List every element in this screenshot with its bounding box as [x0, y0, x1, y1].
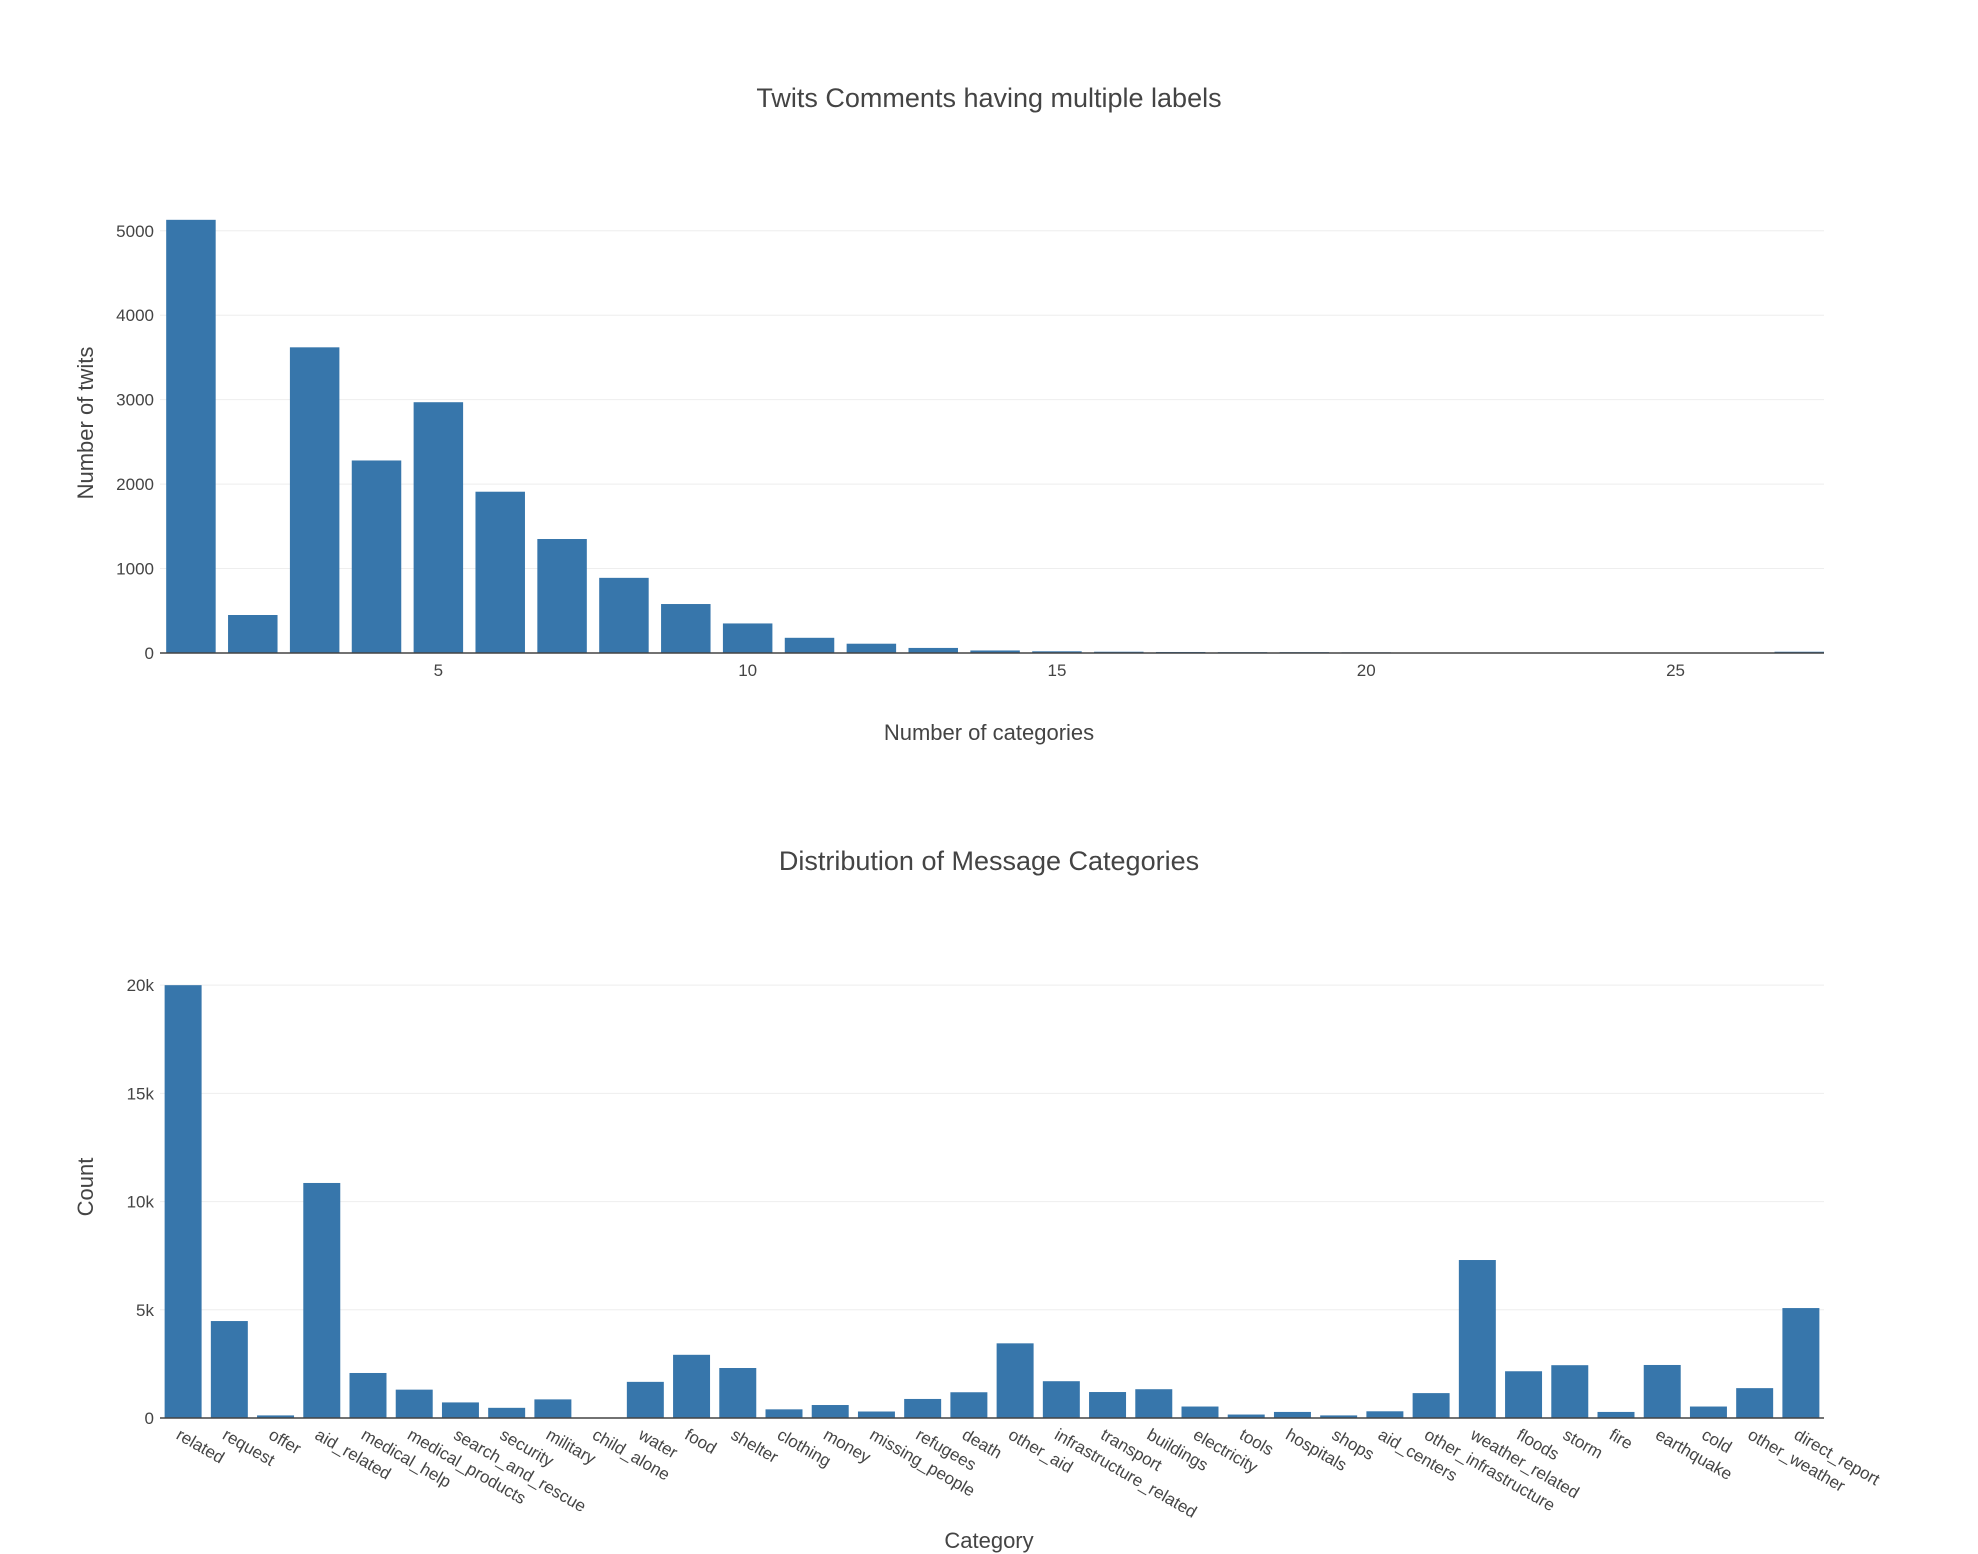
chart1-y-tick-label: 2000 [116, 475, 154, 494]
chart2-x-tick-label: storm [1560, 1425, 1606, 1463]
chart2-bar [857, 1411, 895, 1418]
chart2-y-tick-label: 10k [127, 1193, 155, 1212]
chart1-bar [908, 647, 958, 653]
chart2-bar [1597, 1411, 1635, 1418]
chart2-bar [534, 1399, 572, 1418]
chart1-x-tick-label: 10 [738, 661, 757, 680]
chart1-bar [970, 650, 1020, 653]
chart2-bar [1227, 1414, 1265, 1418]
chart2-bar [904, 1398, 942, 1418]
chart1-x-tick-label: 25 [1666, 661, 1685, 680]
chart2-y-tick-label: 5k [136, 1301, 154, 1320]
chart1-y-ticks: 0 1000 2000 3000 4000 5000 [116, 222, 154, 663]
chart1-y-axis-title: Number of twits [73, 347, 98, 500]
chart1-y-tick-label: 0 [145, 644, 154, 663]
chart2-bar [441, 1402, 479, 1418]
chart2-bar [164, 985, 202, 1418]
chart2-bar [673, 1354, 711, 1418]
chart2-bar [1089, 1392, 1127, 1418]
chart2-bar [1551, 1365, 1589, 1418]
chart2-bar [765, 1409, 803, 1418]
chart1-bar [413, 402, 464, 653]
chart2-bar [1689, 1406, 1727, 1418]
chart2-bar [210, 1321, 248, 1418]
chart2-bar [303, 1182, 341, 1418]
chart2-bar [349, 1372, 387, 1418]
chart2-bar [1412, 1393, 1450, 1418]
chart1-y-tick-label: 5000 [116, 222, 154, 241]
chart1-y-tick-label: 3000 [116, 391, 154, 410]
chart2-bar [1181, 1406, 1219, 1418]
chart1-x-tick-label: 5 [434, 661, 443, 680]
chart1-gridlines [160, 230, 1824, 570]
chart2-bar [488, 1407, 526, 1418]
chart1-x-axis-title: Number of categories [884, 720, 1094, 745]
chart2-bar [996, 1343, 1034, 1418]
chart2-bars [164, 985, 1820, 1418]
chart2-bar [395, 1389, 433, 1418]
chart1-bar [475, 491, 525, 653]
chart2-bar [950, 1392, 988, 1418]
chart1-x-ticks: 5 10 15 20 25 [434, 661, 1685, 680]
chart2-bar [1366, 1411, 1404, 1418]
chart1-bar [784, 637, 835, 653]
chart2-x-tick-label: request [219, 1425, 278, 1470]
chart1-x-tick-label: 20 [1357, 661, 1376, 680]
chart1-bars [166, 219, 1824, 653]
chart1-y-tick-label: 4000 [116, 306, 154, 325]
chart1-bar [351, 460, 402, 653]
chart2-y-axis-title: Count [73, 1158, 98, 1217]
chart2-bar [626, 1381, 664, 1418]
chart2-x-tick-label: related [173, 1425, 228, 1467]
chart2-title: Distribution of Message Categories [779, 846, 1199, 876]
chart-multiple-labels: Twits Comments having multiple labels 0 1… [73, 83, 1824, 745]
chart2-bar [1042, 1381, 1080, 1418]
chart2-bar [1273, 1411, 1311, 1418]
chart2-bar [719, 1368, 757, 1418]
chart2-x-tick-label: fire [1606, 1425, 1636, 1453]
chart2-y-ticks: 0 5k 10k 15k 20k [127, 976, 155, 1428]
chart2-bar [257, 1415, 295, 1418]
chart1-bar [599, 577, 649, 653]
chart1-title: Twits Comments having multiple labels [756, 83, 1221, 113]
chart1-y-tick-label: 1000 [116, 560, 154, 579]
chart2-bar [1782, 1308, 1820, 1418]
chart2-x-tick-label: shelter [728, 1425, 782, 1467]
chart2-bar [1505, 1371, 1543, 1418]
chart2-x-tick-label: food [682, 1425, 720, 1458]
chart1-bar [722, 623, 773, 653]
chart1-bar [228, 615, 278, 653]
chart1-bar [661, 604, 711, 653]
chart1-bar [166, 219, 216, 653]
chart2-gridlines [160, 984, 1824, 1311]
chart2-bar [1736, 1388, 1774, 1418]
chart1-x-tick-label: 15 [1047, 661, 1066, 680]
chart1-bar [289, 347, 340, 653]
chart2-x-axis-title: Category [944, 1528, 1033, 1553]
chart2-bar [811, 1405, 849, 1418]
chart2-y-tick-label: 0 [145, 1409, 154, 1428]
chart2-bar [1458, 1260, 1496, 1418]
chart2-y-tick-label: 20k [127, 976, 155, 995]
chart2-y-tick-label: 15k [127, 1084, 155, 1103]
chart2-bar [1643, 1364, 1681, 1418]
chart2-bar [1135, 1389, 1173, 1418]
chart1-bar [1032, 651, 1082, 653]
chart2-bar [1320, 1415, 1358, 1418]
chart1-bar [846, 643, 897, 653]
chart-message-categories: Distribution of Message Categories 0 5k 10… [73, 846, 1883, 1553]
chart1-bar [537, 539, 587, 653]
